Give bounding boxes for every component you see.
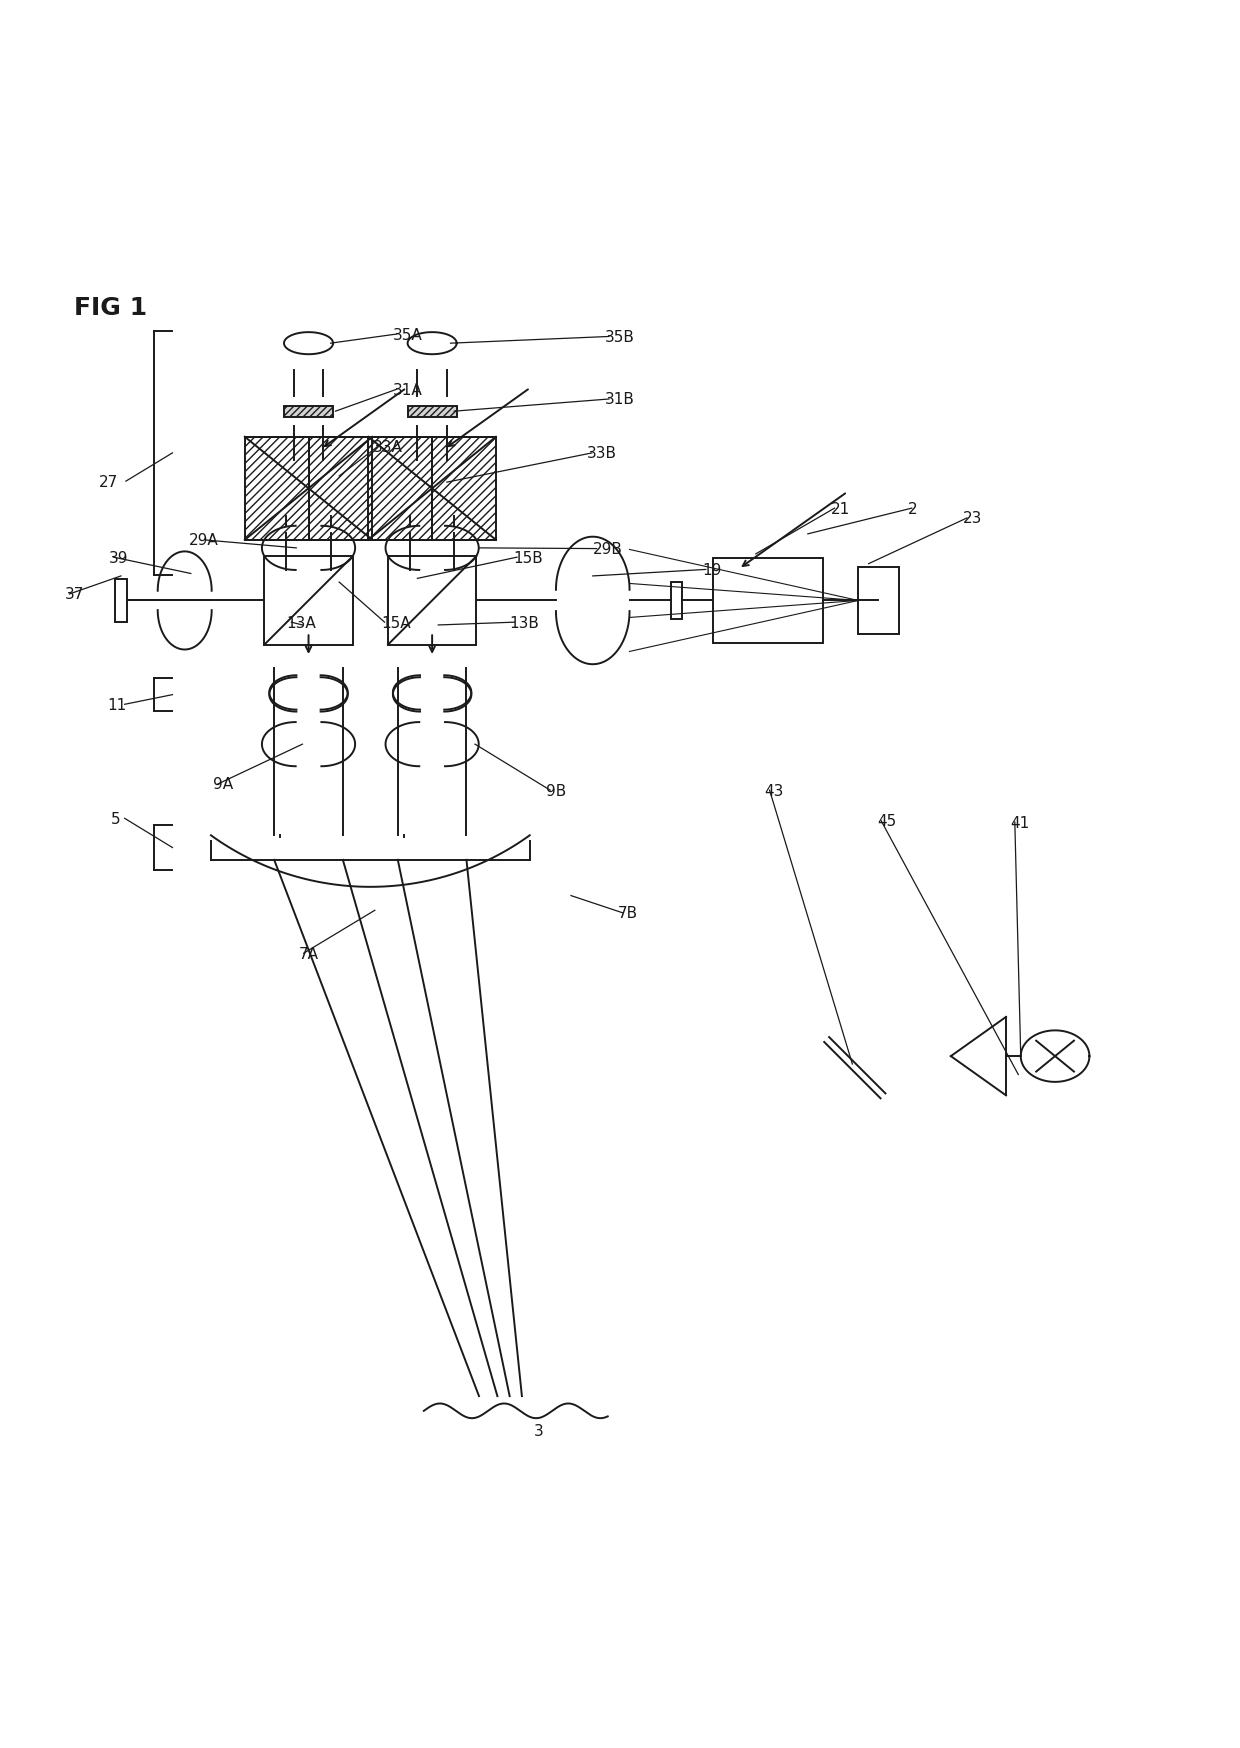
Text: 13B: 13B [510, 615, 539, 631]
Text: 29A: 29A [188, 533, 218, 549]
Text: 39: 39 [109, 551, 128, 565]
Text: 15A: 15A [381, 615, 410, 631]
Bar [264, 558, 352, 645]
Text: 21: 21 [831, 502, 851, 516]
Text: 43: 43 [765, 783, 784, 799]
Text: 5: 5 [112, 811, 120, 827]
Text: 35B: 35B [605, 330, 635, 344]
Text: 33B: 33B [587, 446, 616, 461]
Text: 19: 19 [702, 563, 722, 577]
Text: 15B: 15B [513, 551, 543, 565]
Text: 9B: 9B [547, 783, 567, 799]
Text: 3: 3 [534, 1423, 544, 1439]
Bar [115, 580, 126, 622]
Text: FIG 1: FIG 1 [74, 295, 148, 320]
Text: 13A: 13A [286, 615, 316, 631]
Text: 9A: 9A [213, 778, 233, 792]
Bar [284, 407, 334, 418]
Text: 2: 2 [908, 502, 918, 516]
Bar [388, 558, 476, 645]
Text: 45: 45 [878, 815, 897, 829]
Text: 37: 37 [64, 587, 84, 601]
Text: 7A: 7A [299, 946, 319, 961]
Text: 31B: 31B [605, 392, 635, 407]
Text: 27: 27 [99, 474, 118, 489]
Bar [858, 568, 899, 635]
Bar [408, 407, 456, 418]
Text: 31A: 31A [393, 383, 423, 397]
Text: 33A: 33A [372, 440, 402, 454]
Text: 35A: 35A [393, 327, 423, 343]
Text: 7B: 7B [618, 905, 637, 921]
Text: 29B: 29B [593, 542, 622, 558]
Bar [671, 582, 682, 619]
Text: 11: 11 [108, 697, 126, 713]
Text: 23: 23 [963, 510, 982, 526]
Bar [713, 558, 823, 643]
Text: 41: 41 [1009, 815, 1029, 830]
